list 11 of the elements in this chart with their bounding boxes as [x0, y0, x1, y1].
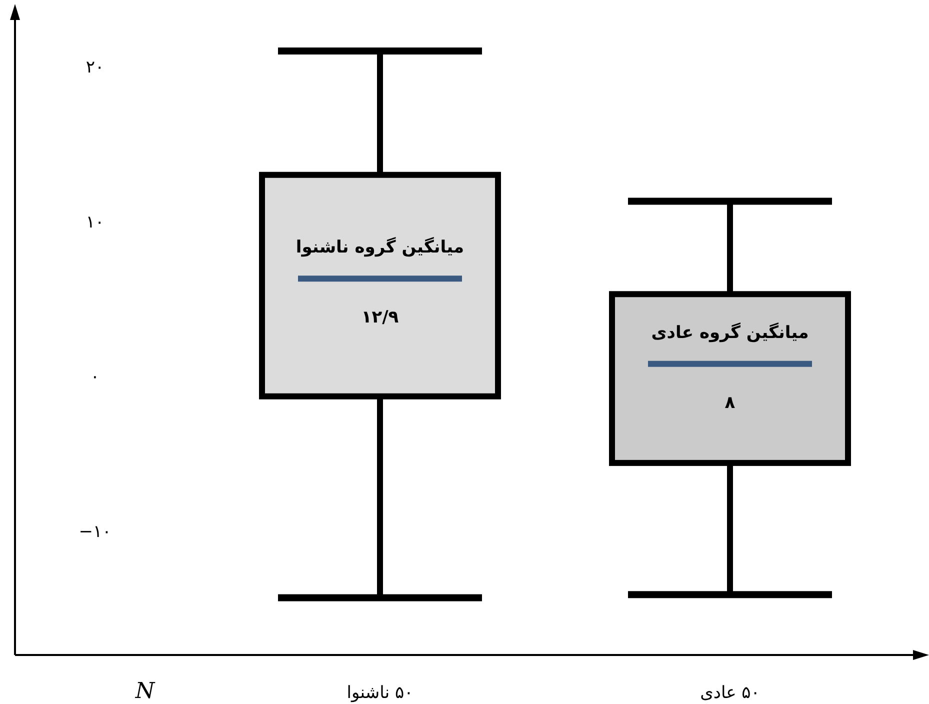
y-tick-label: ۲۰	[86, 57, 104, 78]
annotation: میانگین گروه ناشنوا	[296, 236, 464, 258]
y-tick-label: ۰	[90, 367, 100, 388]
y-tick-label: ۱۰	[86, 212, 104, 232]
y-tick-label: −۱۰	[78, 522, 112, 542]
annotation: میانگین گروه عادی	[651, 322, 809, 343]
annotation: ۸	[724, 392, 736, 413]
x-tick-label: ۵۰ عادی	[700, 683, 760, 703]
x-tick-label: ۵۰ ناشنوا	[346, 683, 414, 703]
x-axis-title: N	[134, 679, 156, 704]
annotation: ۱۲/۹	[361, 308, 400, 328]
